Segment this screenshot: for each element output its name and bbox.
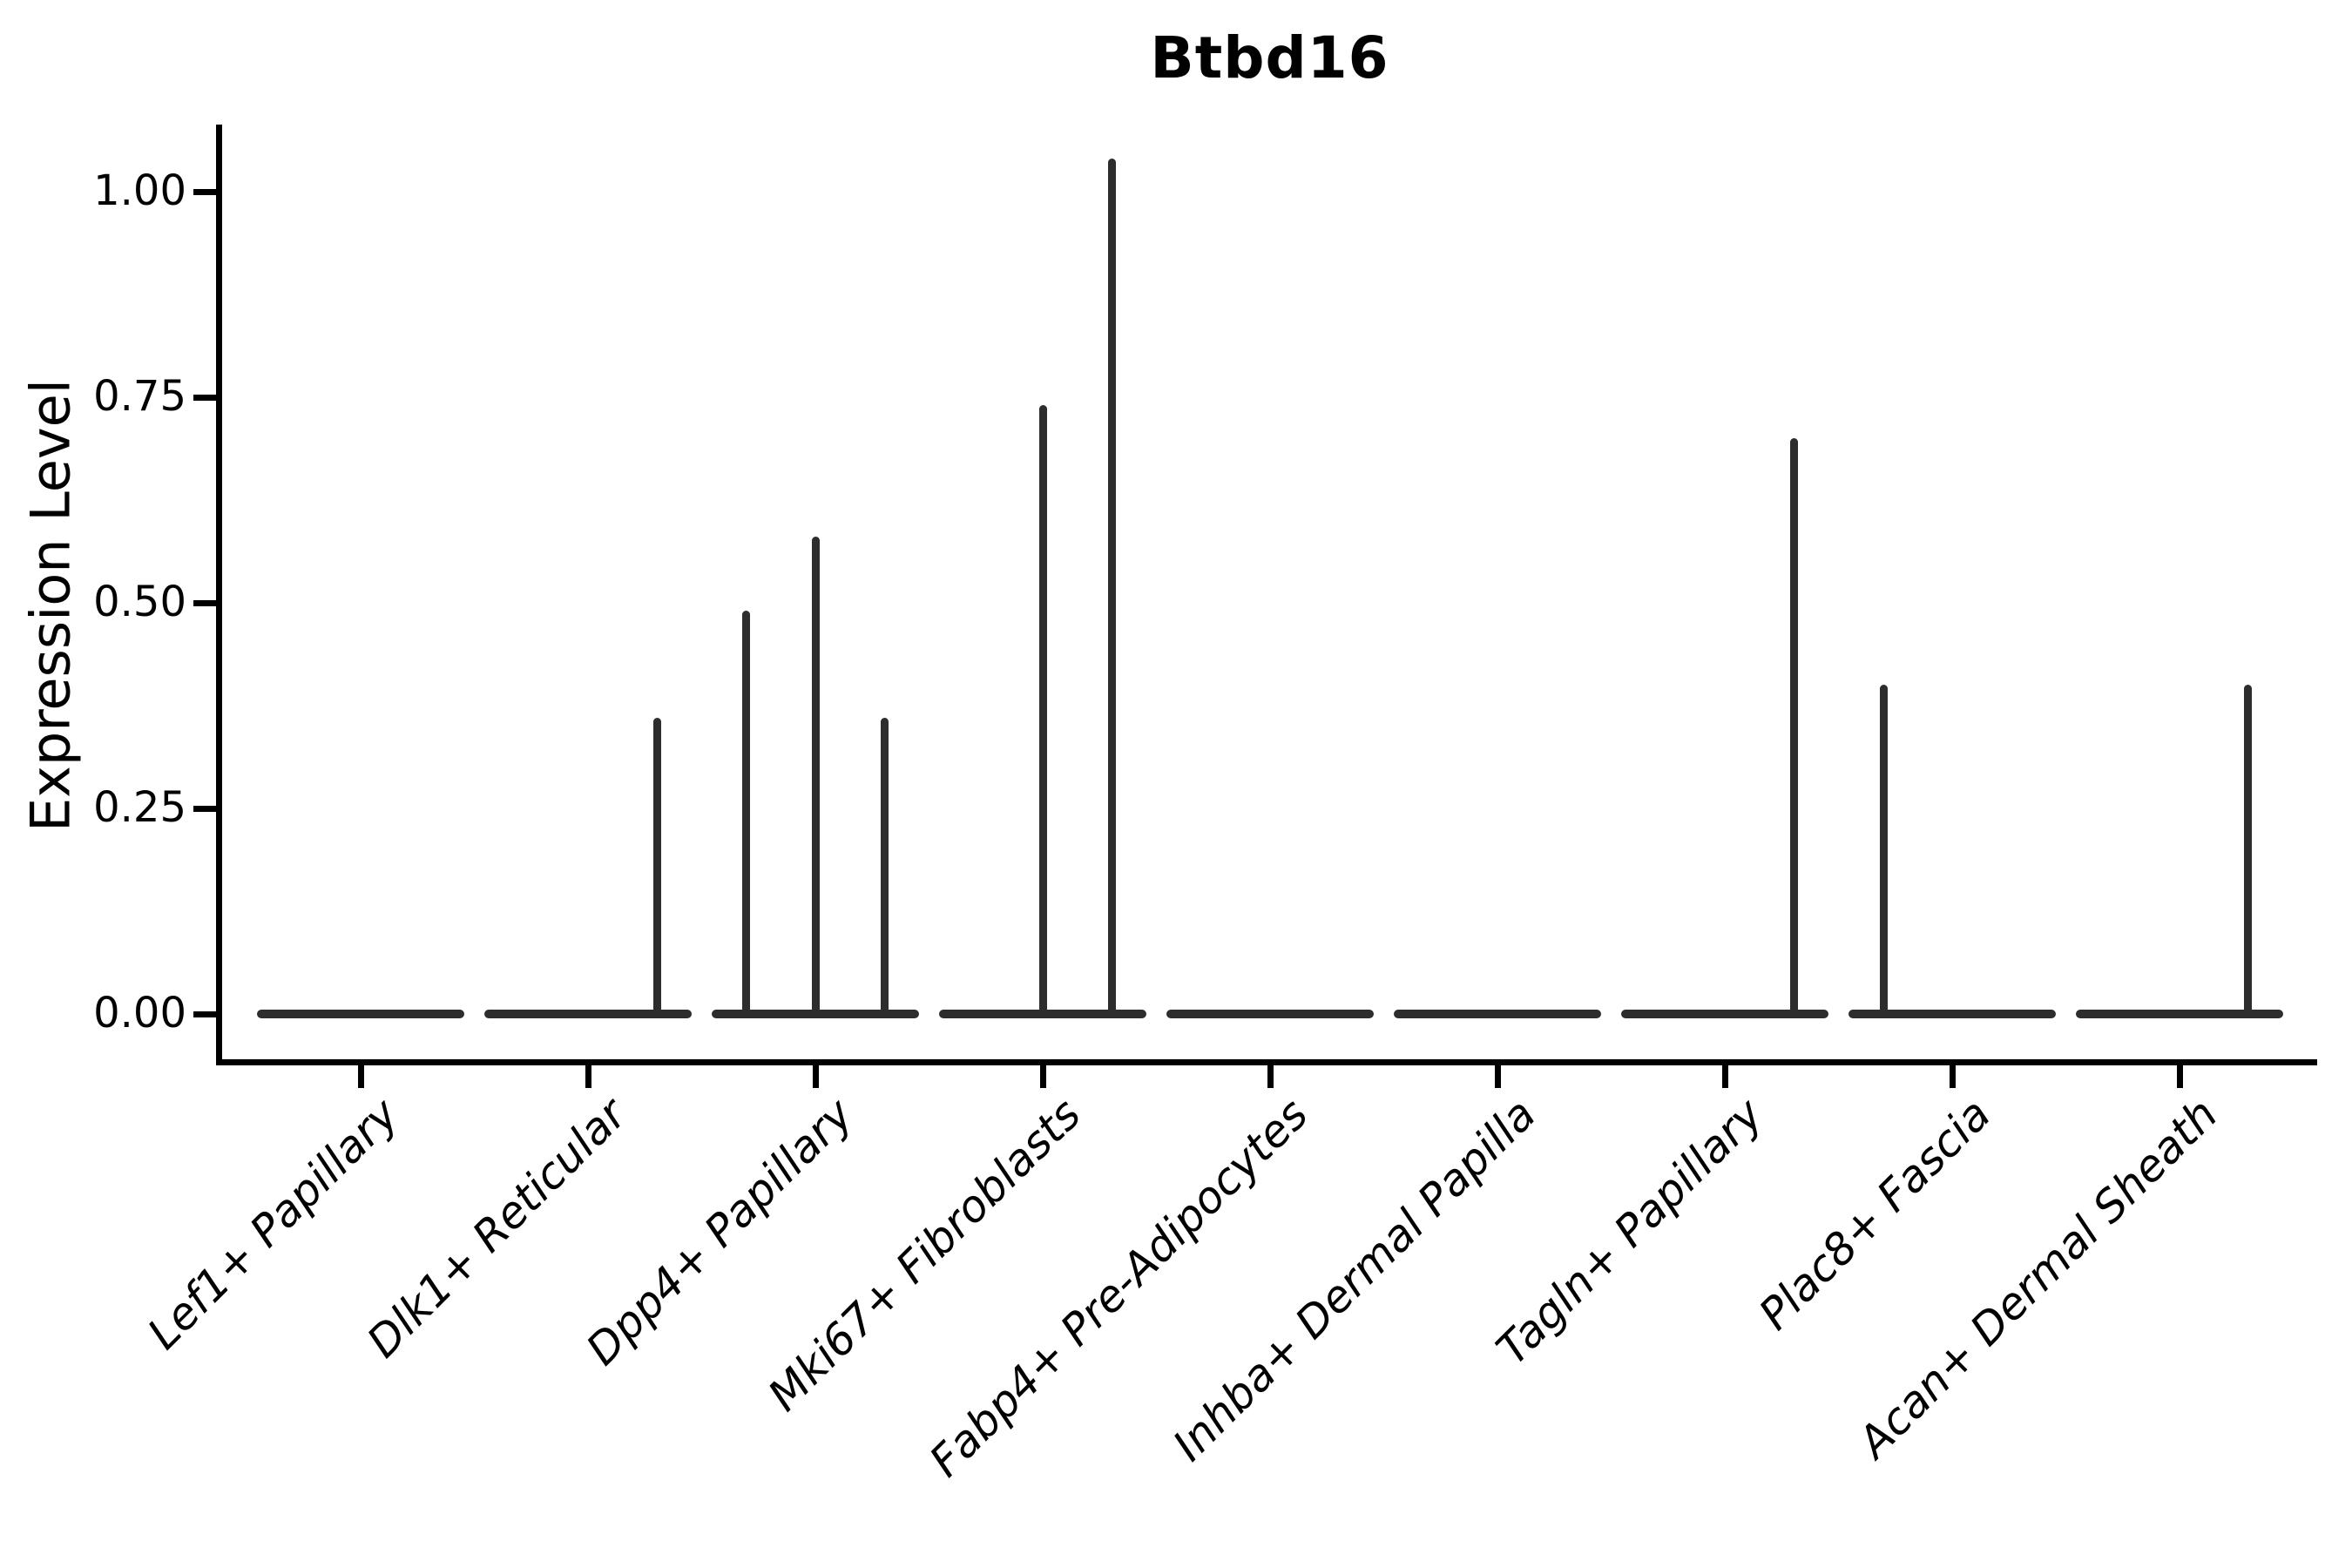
x-axis-category-label: Lef1+ Papillary bbox=[138, 1088, 409, 1360]
y-tick bbox=[193, 395, 216, 401]
violin-spike bbox=[1879, 685, 1888, 1018]
violin-spike bbox=[1108, 159, 1117, 1018]
y-tick-label: 0.50 bbox=[93, 578, 186, 626]
x-axis-category-label: Plac8+ Fascia bbox=[1748, 1088, 2000, 1340]
x-tick bbox=[585, 1065, 591, 1088]
violin-spike bbox=[1038, 405, 1047, 1018]
x-tick bbox=[813, 1065, 819, 1088]
violin-baseline bbox=[1394, 1010, 1601, 1018]
y-tick bbox=[193, 1011, 216, 1017]
x-tick bbox=[1950, 1065, 1956, 1088]
y-tick-label: 0.00 bbox=[93, 989, 186, 1037]
violin-spike bbox=[653, 718, 662, 1018]
violin-baseline bbox=[2076, 1010, 2283, 1018]
x-tick bbox=[1495, 1065, 1501, 1088]
y-tick-label: 0.75 bbox=[93, 372, 186, 421]
y-tick-label: 0.25 bbox=[93, 783, 186, 832]
y-tick bbox=[193, 600, 216, 606]
y-tick bbox=[193, 189, 216, 195]
y-tick-label: 1.00 bbox=[93, 166, 186, 215]
x-tick bbox=[358, 1065, 364, 1088]
x-tick bbox=[1722, 1065, 1728, 1088]
violin-baseline bbox=[1848, 1010, 2056, 1018]
violin-baseline bbox=[1166, 1010, 1374, 1018]
violin-spike bbox=[811, 537, 820, 1018]
y-tick bbox=[193, 806, 216, 812]
violin-baseline bbox=[1621, 1010, 1828, 1018]
violin-baseline bbox=[257, 1010, 464, 1018]
x-axis-category-label: Fabp4+ Pre-Adipocytes bbox=[920, 1088, 1318, 1487]
violin-spike bbox=[741, 611, 750, 1018]
x-tick bbox=[1040, 1065, 1046, 1088]
violin-baseline bbox=[484, 1010, 692, 1018]
x-tick bbox=[1267, 1065, 1274, 1088]
plot-title: Btbd16 bbox=[1150, 24, 1389, 91]
x-tick bbox=[2177, 1065, 2183, 1088]
x-axis-line bbox=[216, 1059, 2317, 1065]
violin-spike bbox=[1790, 438, 1799, 1018]
y-axis-line bbox=[216, 125, 222, 1065]
violin-spike bbox=[881, 718, 889, 1018]
violin-spike bbox=[2244, 685, 2253, 1018]
